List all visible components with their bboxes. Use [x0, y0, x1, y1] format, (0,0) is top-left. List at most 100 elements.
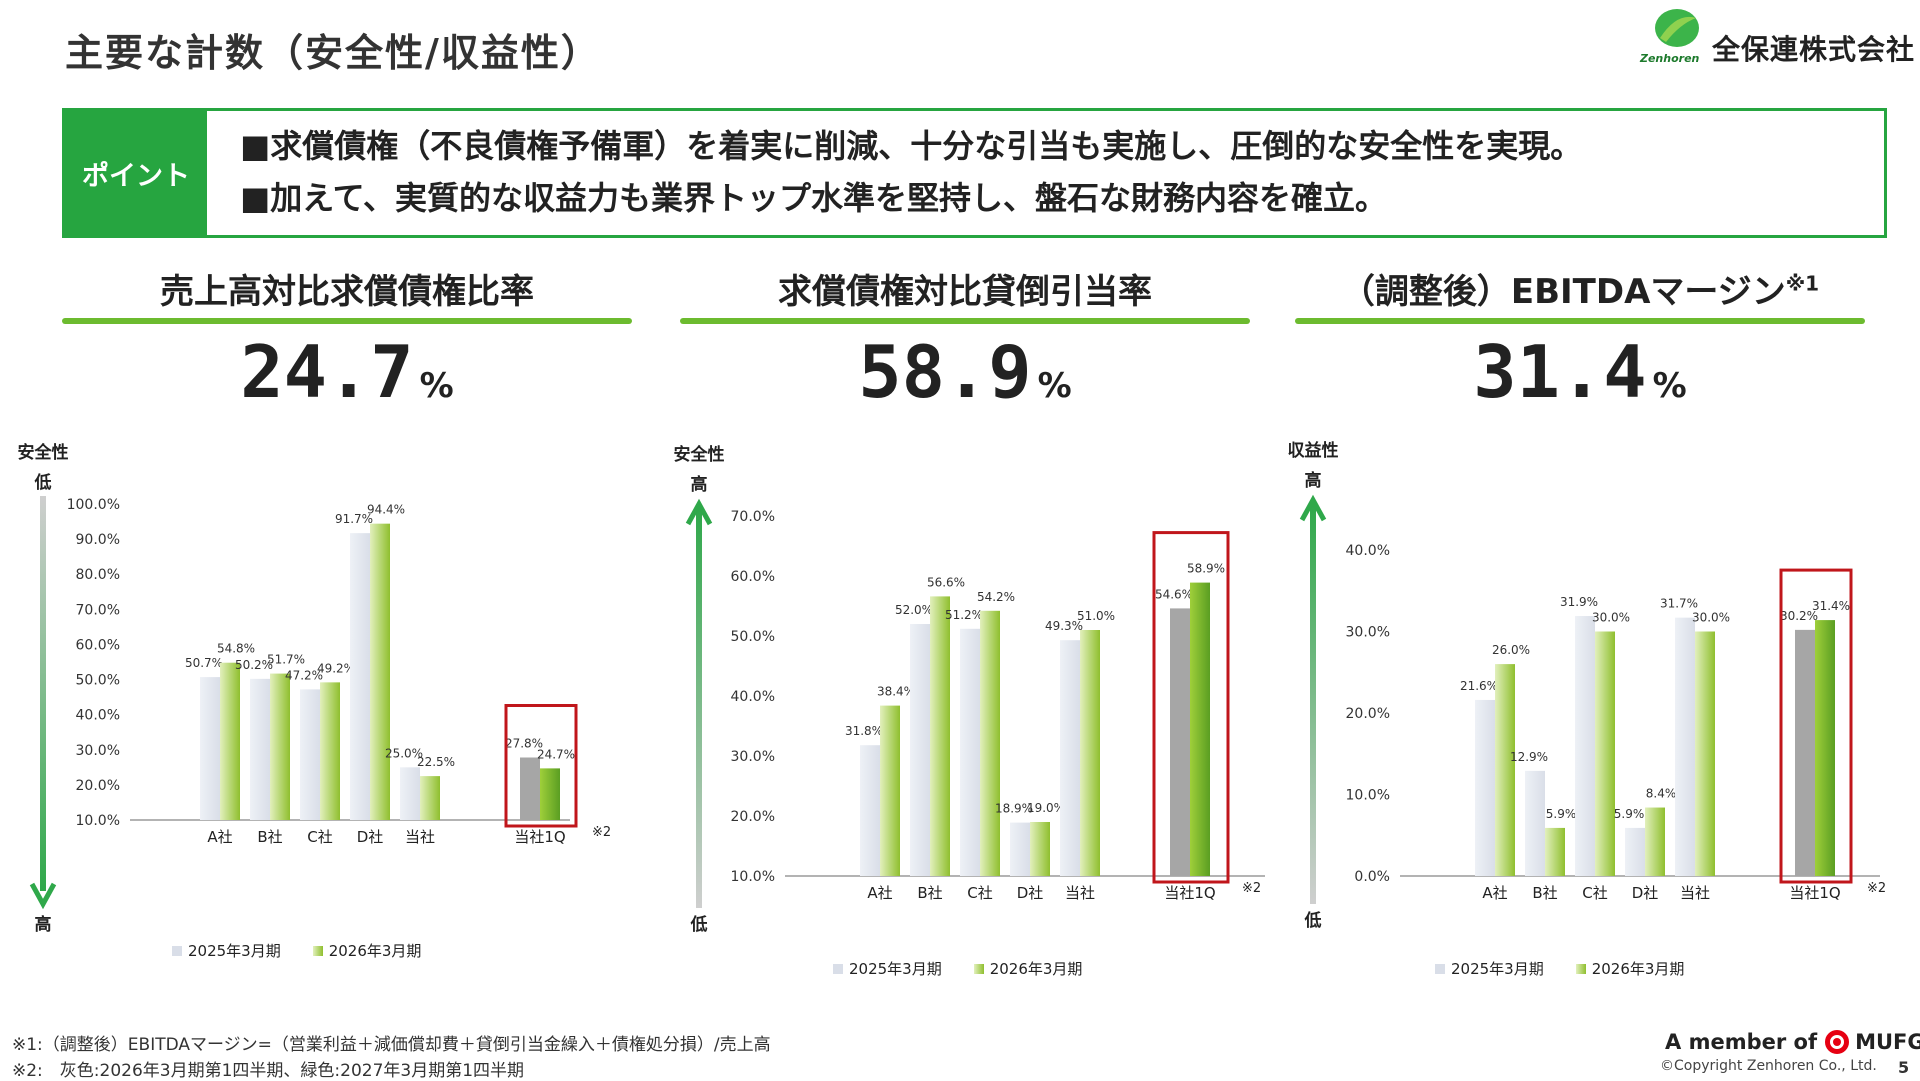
bar — [1190, 582, 1210, 876]
bar — [220, 662, 240, 820]
x-tick-label: 当社1Q — [1789, 884, 1840, 902]
y-tick-label: 50.0% — [731, 629, 775, 645]
x-tick-label: D社 — [357, 828, 384, 846]
data-label: 5.9% — [1546, 807, 1577, 821]
legend-label: 2025年3月期 — [1451, 960, 1544, 978]
data-label: 58.9% — [1187, 562, 1225, 576]
up-arrow-icon — [685, 498, 713, 908]
bar — [350, 533, 370, 820]
highlight-frame — [1152, 531, 1230, 884]
x-tick-label: B社 — [257, 828, 282, 846]
data-label: 24.7% — [537, 747, 575, 761]
data-label: 47.2% — [285, 668, 323, 682]
y-tick-label: 30.0% — [76, 743, 120, 759]
up-arrow-icon — [1299, 494, 1327, 904]
y-tick-label: 30.0% — [1346, 625, 1390, 641]
bar — [400, 767, 420, 820]
bar — [270, 673, 290, 820]
legend-item-2025: 2025年3月期 — [172, 940, 281, 961]
legend-label: 2026年3月期 — [989, 960, 1083, 978]
bar — [200, 677, 220, 820]
key-points-box: ポイント ■求償債権（不良債権予備軍）を着実に削減、十分な引当も実施し、圧倒的な… — [62, 108, 1887, 238]
y-tick-label: 20.0% — [1346, 706, 1390, 722]
key-point-line-1: ■求償債権（不良債権予備軍）を着実に削減、十分な引当も実施し、圧倒的な安全性を実… — [240, 127, 1583, 165]
bar — [1495, 664, 1515, 876]
data-label: 31.8% — [845, 724, 883, 738]
x-tick-label: C社 — [967, 884, 992, 902]
y-tick-label: 80.0% — [76, 567, 120, 583]
x-tick-label: A社 — [867, 884, 892, 902]
x-tick-footnote-mark: ※2 — [1242, 881, 1261, 896]
bar — [1170, 608, 1190, 876]
data-label: 21.6% — [1460, 679, 1498, 693]
legend-label: 2026年3月期 — [328, 942, 422, 960]
mufg-text: MUFG — [1855, 1030, 1920, 1054]
bar — [1625, 827, 1645, 876]
data-label: 94.4% — [367, 503, 405, 517]
bar — [370, 523, 390, 820]
kpi-unit: % — [1652, 366, 1687, 406]
bar — [250, 678, 270, 820]
bar — [860, 745, 880, 876]
x-tick-label: A社 — [207, 828, 232, 846]
kpi-value-1: 24.7% — [62, 330, 632, 414]
kpi-underline-1 — [62, 318, 632, 324]
x-tick-label: C社 — [1582, 884, 1607, 902]
data-label: 22.5% — [417, 755, 455, 769]
y-tick-label: 30.0% — [731, 749, 775, 765]
data-label: 51.0% — [1077, 609, 1115, 623]
bar — [1645, 807, 1665, 876]
data-label: 54.2% — [977, 590, 1015, 604]
data-label: 51.2% — [945, 608, 983, 622]
data-label: 30.2% — [1780, 609, 1818, 623]
kpi-title-text: 売上高対比求償債権比率 — [160, 272, 534, 312]
bar — [1575, 616, 1595, 876]
kpi-title-text: 求償債権対比貸倒引当率 — [778, 272, 1152, 312]
axis-note-2-bottom: 低 — [690, 915, 708, 935]
data-label: 51.7% — [267, 653, 305, 667]
bar — [1675, 617, 1695, 876]
x-tick-label: B社 — [917, 884, 942, 902]
y-tick-label: 20.0% — [76, 778, 120, 794]
x-tick-label: B社 — [1532, 884, 1557, 902]
data-label: 54.8% — [217, 642, 255, 656]
y-tick-label: 40.0% — [731, 689, 775, 705]
axis-note-2-label: 安全性 — [673, 445, 725, 465]
company-name: 全保連株式会社 — [1712, 33, 1916, 66]
chart-3-legend: 2025年3月期 2026年3月期 — [1435, 958, 1716, 979]
data-label: 31.4% — [1812, 599, 1850, 613]
y-tick-label: 70.0% — [76, 602, 120, 618]
chart-receivables-ratio: 10.0% 20.0% 30.0% 40.0% 50.0% 60.0% 70.0% 80.0%… — [67, 497, 612, 846]
kpi-underline-3 — [1295, 318, 1865, 324]
axis-note-3-bottom: 低 — [1304, 911, 1322, 931]
company-logo: Zenhoren 全保連株式会社 — [1640, 6, 1915, 70]
kpi-value-2: 58.9% — [680, 330, 1250, 414]
mufg-membership: A member of MUFG — [1665, 1030, 1920, 1054]
legend-label: 2026年3月期 — [1591, 960, 1685, 978]
y-tick-label: 100.0% — [67, 497, 120, 513]
kpi-number: 31.4 — [1473, 330, 1647, 414]
chart-1-legend: 2025年3月期 2026年3月期 — [172, 940, 453, 961]
key-point-line-2: ■加えて、実質的な収益力も業界トップ水準を堅持し、盤石な財務内容を確立。 — [240, 179, 1388, 217]
chart-ebitda-margin: 0.0% 10.0% 20.0% 30.0% 40.0% 21.6% 26.0% A社 12.9… — [1346, 543, 1887, 902]
data-label: 52.0% — [895, 603, 933, 617]
legend-swatch — [1435, 963, 1445, 974]
y-tick-label: 70.0% — [731, 509, 775, 525]
x-tick-label: A社 — [1482, 884, 1507, 902]
logo-wordmark: Zenhoren — [1640, 52, 1700, 65]
bar — [960, 628, 980, 876]
kpi-title-text: （調整後）EBITDAマージン — [1340, 272, 1786, 312]
axis-note-1-top: 低 — [34, 473, 52, 493]
data-label: 38.4% — [877, 685, 915, 699]
x-tick-label: D社 — [1017, 884, 1044, 902]
key-points-label: ポイント — [65, 111, 207, 235]
bar — [910, 624, 930, 876]
copyright: ©Copyright Zenhoren Co., Ltd. — [1660, 1058, 1877, 1074]
kpi-underline-2 — [680, 318, 1250, 324]
footnote-2: ※2: 灰色:2026年3月期第1四半期、緑色:2027年3月期第1四半期 — [12, 1061, 525, 1081]
bar — [1080, 630, 1100, 876]
bar — [1030, 822, 1050, 876]
legend-label: 2025年3月期 — [188, 942, 281, 960]
bar — [520, 757, 540, 820]
legend-item-2026: 2026年3月期 — [312, 940, 422, 961]
